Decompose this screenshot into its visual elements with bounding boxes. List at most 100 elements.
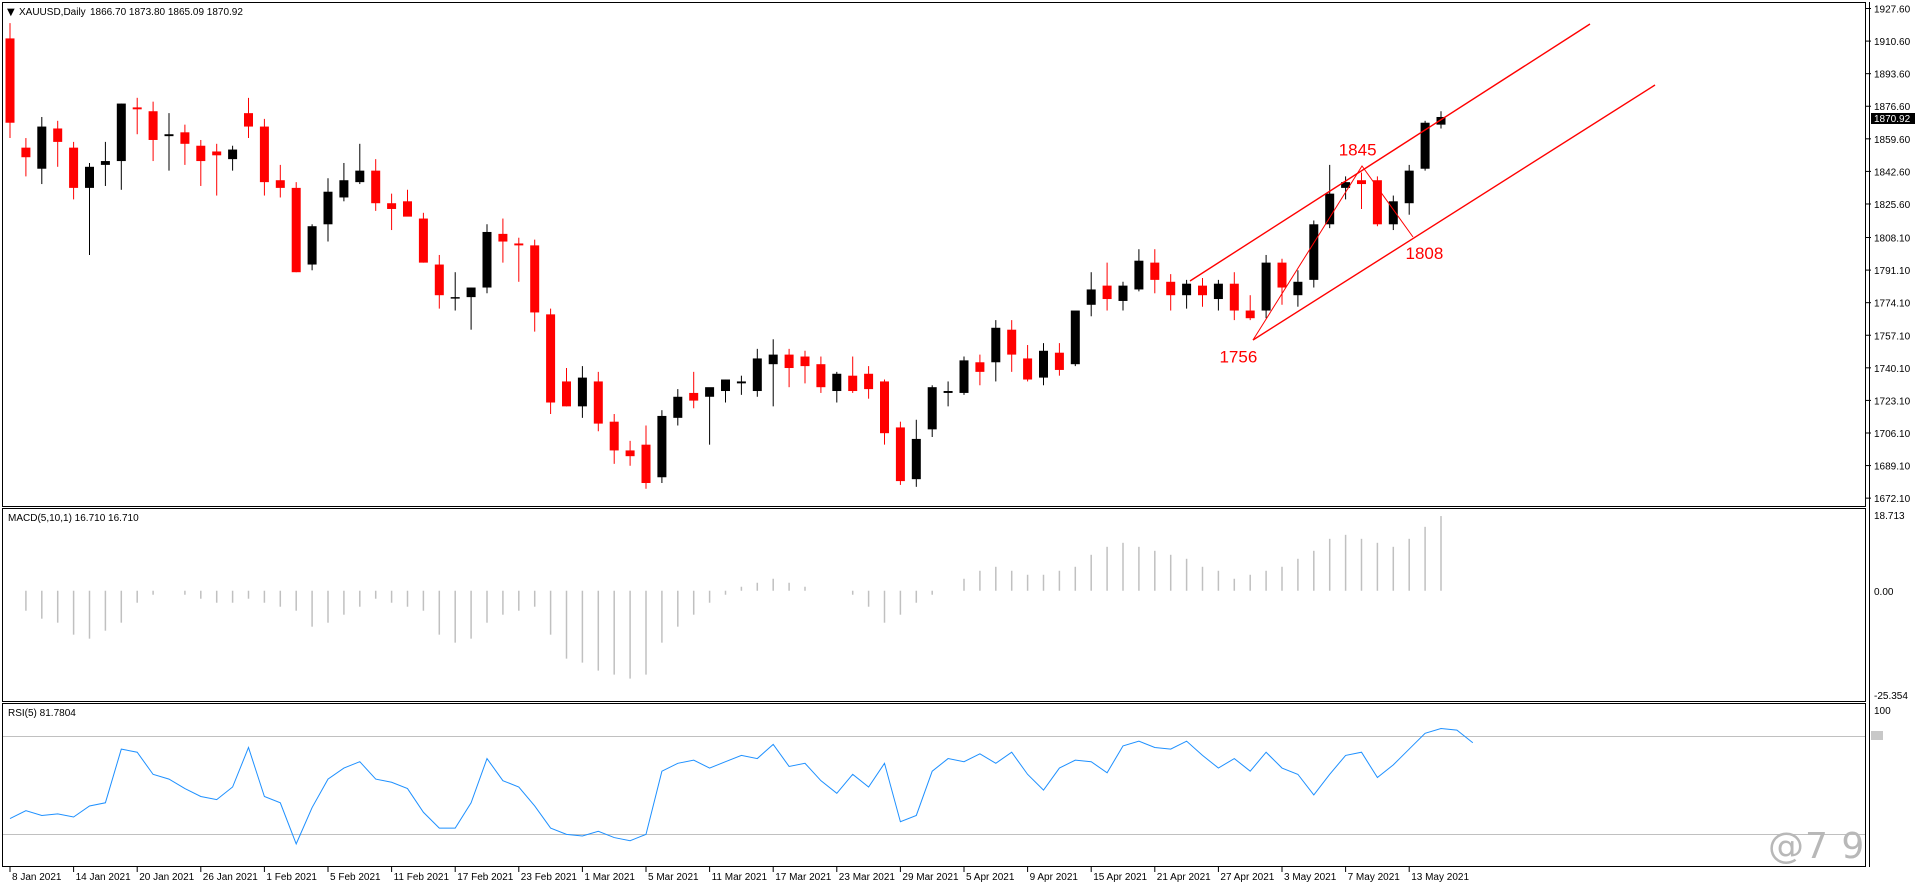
candle-body: [736, 381, 746, 384]
candle-body: [1118, 285, 1128, 301]
price-axis-label: 1757.10: [1874, 331, 1911, 342]
date-axis-label: 20 Jan 2021: [139, 872, 194, 883]
candle-body: [784, 354, 794, 369]
candle-body: [1166, 281, 1176, 296]
price-axis-label: 1808.10: [1874, 234, 1911, 245]
candle-body: [721, 379, 730, 392]
candle-body: [498, 233, 508, 242]
candle-body: [307, 226, 317, 265]
candle-body: [864, 373, 874, 390]
candle-body: [371, 170, 381, 204]
candle-body: [1309, 224, 1319, 280]
candle-body: [180, 132, 190, 144]
price-axis-label: 1740.10: [1874, 364, 1911, 375]
channel-lower-line[interactable]: [1252, 84, 1656, 341]
candle-body: [69, 147, 79, 188]
candle-body: [1213, 283, 1223, 300]
date-axis-label: 1 Mar 2021: [584, 872, 635, 883]
candle-body: [1372, 180, 1382, 225]
candle-body: [21, 147, 31, 158]
date-axis-label: 15 Apr 2021: [1093, 872, 1147, 883]
candle-body: [1229, 283, 1239, 311]
current-price-label: 1870.92: [1874, 114, 1911, 125]
watermark: @7 9: [1768, 826, 1866, 867]
candle-body: [943, 391, 953, 393]
price-annotation: 1756: [1219, 347, 1257, 366]
candle-body: [1007, 329, 1017, 355]
candle-body: [975, 362, 985, 372]
date-axis-label: 29 Mar 2021: [902, 872, 959, 883]
candle-body: [752, 358, 762, 392]
candle-body: [816, 364, 826, 388]
price-axis-label: 1689.10: [1874, 462, 1911, 473]
candle-body: [1039, 350, 1048, 378]
date-axis-label: 17 Feb 2021: [457, 872, 514, 883]
macd-label: MACD(5,10,1) 16.710 16.710: [8, 513, 139, 524]
candle-body: [609, 421, 619, 451]
current-price-box: [1871, 113, 1915, 124]
candle-body: [1245, 310, 1255, 319]
date-axis-label: 5 Mar 2021: [648, 872, 699, 883]
candle-body: [514, 243, 524, 246]
candle-body: [1261, 262, 1271, 311]
candle-body: [1198, 285, 1207, 296]
candle-body: [927, 387, 937, 430]
price-annotations: 1845 1808 1756: [1219, 140, 1443, 366]
candle-body: [546, 314, 556, 403]
candle-body: [244, 113, 253, 127]
zigzag-line[interactable]: [1252, 165, 1414, 341]
price-annotation: 1845: [1339, 140, 1377, 159]
candle-body: [466, 287, 476, 298]
date-axis: 8 Jan 2021 14 Jan 2021 20 Jan 2021 26 Jan 2…: [9, 867, 1469, 883]
ohlc-label: 1866.70 1873.80 1865.09 1870.92: [90, 7, 243, 18]
macd-axis-label-bottom: -25.354: [1874, 691, 1908, 702]
candle-body: [339, 180, 349, 198]
candle-body: [689, 392, 699, 401]
rsi-series: [9, 728, 1474, 846]
date-axis-label: 11 Feb 2021: [394, 872, 450, 883]
date-axis-label: 7 May 2021: [1348, 872, 1401, 883]
candle-body: [848, 375, 858, 392]
candle-body: [323, 191, 333, 225]
channel-upper-line[interactable]: [1189, 23, 1591, 282]
date-axis-label: 17 Mar 2021: [775, 872, 832, 883]
candle-body: [100, 161, 110, 165]
macd-panel-frame: [2, 508, 1866, 702]
candle-body: [1134, 260, 1144, 290]
candle-body: [196, 145, 206, 162]
price-axis-label: 1910.60: [1874, 37, 1911, 48]
candle-body: [1388, 201, 1398, 225]
rsi-label: RSI(5) 81.7804: [8, 708, 76, 719]
candle-body: [53, 128, 63, 142]
candle-body: [593, 381, 603, 424]
date-axis-label: 5 Feb 2021: [330, 872, 381, 883]
candle-body: [434, 264, 444, 296]
candle-body: [450, 297, 460, 299]
candle-body: [116, 103, 126, 162]
date-axis-label: 23 Feb 2021: [521, 872, 578, 883]
date-axis-label: 13 May 2021: [1411, 872, 1469, 883]
date-axis-label: 14 Jan 2021: [76, 872, 131, 883]
candle-body: [1070, 310, 1080, 365]
candle-body: [148, 111, 158, 140]
candle-body: [418, 218, 428, 263]
date-axis-label: 23 Mar 2021: [839, 872, 896, 883]
candle-body: [880, 381, 889, 434]
candle-body: [403, 201, 412, 217]
candle-body: [641, 444, 651, 484]
price-axis-label: 1893.60: [1874, 70, 1911, 81]
date-axis-label: 8 Jan 2021: [12, 872, 62, 883]
candle-body: [800, 356, 810, 367]
price-channel[interactable]: [1189, 23, 1656, 341]
macd-histogram: [25, 516, 1442, 679]
date-axis-label: 5 Apr 2021: [966, 872, 1015, 883]
candle-body: [959, 360, 969, 393]
date-axis-label: 9 Apr 2021: [1030, 872, 1079, 883]
symbol-dropdown-icon[interactable]: ▼: [7, 7, 15, 18]
candle-body: [1341, 182, 1351, 188]
candle-body: [657, 415, 667, 478]
candle-body: [387, 203, 397, 209]
candle-body: [1182, 283, 1192, 296]
candle-body: [228, 149, 238, 160]
